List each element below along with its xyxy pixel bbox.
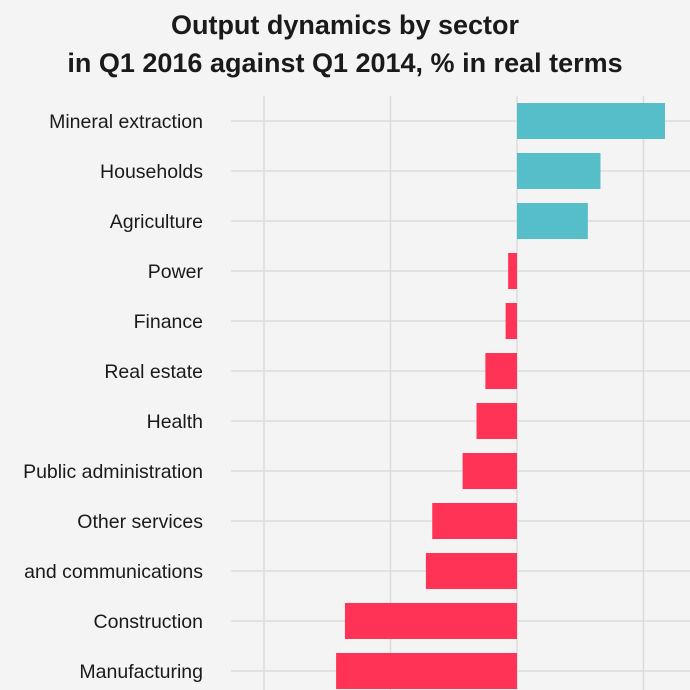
category-label: Mineral extraction	[49, 111, 203, 133]
category-labels: Mineral extraction Households Agriculture P…	[23, 111, 203, 683]
category-label: and communications	[24, 561, 203, 583]
category-label: Public administration	[23, 461, 203, 483]
bar-manufacturing	[336, 653, 517, 689]
category-label: Power	[148, 261, 204, 283]
bar-mineral-extraction	[517, 103, 666, 139]
bar-households	[517, 153, 601, 189]
category-label: Households	[100, 161, 203, 183]
bar-agriculture	[517, 203, 588, 239]
bar-finance	[505, 303, 517, 339]
bar-real-estate	[485, 353, 517, 389]
bar-power	[508, 253, 517, 289]
gridlines	[231, 96, 690, 690]
chart-title-line-2: in Q1 2016 against Q1 2014, % in real te…	[67, 48, 623, 78]
bars	[336, 103, 666, 689]
category-label: Finance	[134, 311, 203, 333]
bar-construction	[344, 603, 517, 639]
bar-and-communications	[425, 553, 517, 589]
chart-title: Output dynamics by sector in Q1 2016 aga…	[0, 6, 690, 82]
bar-public-administration	[462, 453, 517, 489]
category-label: Manufacturing	[79, 661, 203, 683]
category-label: Real estate	[104, 361, 203, 383]
category-label: Health	[147, 411, 203, 433]
chart-title-line-1: Output dynamics by sector	[170, 10, 520, 40]
bar-other-services	[432, 503, 517, 539]
category-label: Other services	[77, 511, 203, 533]
bar-health	[476, 403, 517, 439]
category-label: Agriculture	[110, 211, 203, 233]
category-label: Construction	[94, 611, 203, 633]
